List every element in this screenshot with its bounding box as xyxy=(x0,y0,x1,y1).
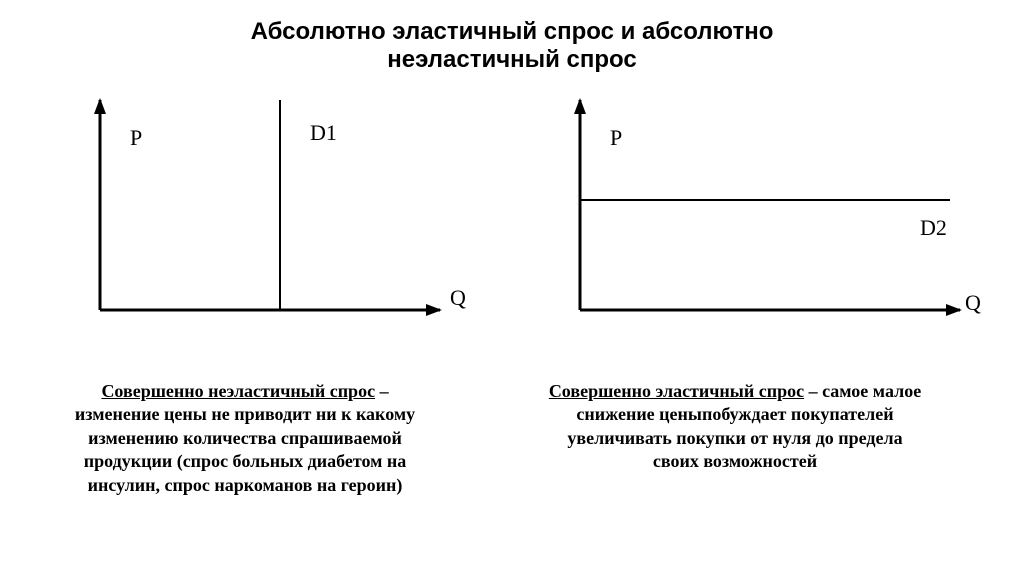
page-title: Абсолютно эластичный спрос и абсолютно н… xyxy=(0,18,1024,74)
axis-label-p-left: P xyxy=(130,125,142,151)
title-line2: неэластичный спрос xyxy=(0,46,1024,74)
caption-inelastic: Совершенно неэластичный спрос – изменени… xyxy=(60,380,430,497)
chart-elastic: P Q D2 xyxy=(540,90,980,330)
axis-label-q-right: Q xyxy=(965,290,981,316)
chart-inelastic-svg xyxy=(60,90,460,330)
title-line1: Абсолютно эластичный спрос и абсолютно xyxy=(0,18,1024,46)
axis-label-p-right: P xyxy=(610,125,622,151)
axis-label-q-left: Q xyxy=(450,285,466,311)
chart-elastic-svg xyxy=(540,90,980,330)
caption-elastic: Совершенно эластичный спрос – самое мало… xyxy=(545,380,925,474)
caption-inelastic-lead: Совершенно неэластичный спрос xyxy=(101,381,375,401)
charts-row: P Q D1 P Q D2 xyxy=(0,90,1024,350)
curve-label-d2: D2 xyxy=(920,215,947,241)
caption-elastic-lead: Совершенно эластичный спрос xyxy=(549,381,804,401)
curve-label-d1: D1 xyxy=(310,120,337,146)
chart-inelastic: P Q D1 xyxy=(60,90,460,330)
